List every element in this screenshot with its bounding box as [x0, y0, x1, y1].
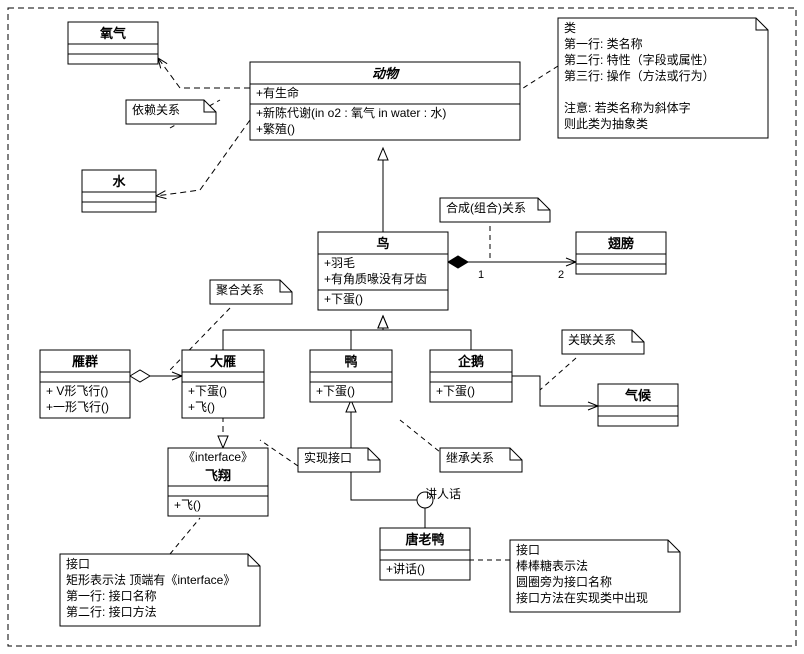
edge-animal-water	[156, 120, 250, 196]
svg-text:1: 1	[478, 269, 484, 281]
svg-text:+讲话(): +讲话()	[386, 561, 425, 576]
svg-text:接口: 接口	[66, 556, 90, 571]
svg-text:大雁: 大雁	[210, 354, 236, 369]
edge-penguin-climate	[512, 376, 598, 406]
svg-text:第二行: 特性（字段或属性）: 第二行: 特性（字段或属性）	[564, 52, 715, 67]
edge-flock-goose	[130, 370, 182, 382]
svg-text:水: 水	[112, 174, 126, 189]
note-assoc: 关联关系	[562, 330, 644, 354]
svg-text:接口: 接口	[516, 542, 540, 557]
svg-text:则此类为抽象类: 则此类为抽象类	[564, 117, 648, 131]
svg-text:第二行: 接口方法: 第二行: 接口方法	[66, 604, 157, 619]
svg-text:+新陈代谢(in o2 : 氧气 in water : 水: +新陈代谢(in o2 : 氧气 in water : 水)	[256, 105, 446, 120]
svg-text:继承关系: 继承关系	[446, 451, 494, 465]
svg-text:+飞(): +飞()	[188, 400, 215, 414]
svg-text:矩形表示法 顶端有《interface》: 矩形表示法 顶端有《interface》	[66, 573, 235, 587]
svg-text:氧气: 氧气	[99, 26, 126, 41]
svg-text:动物: 动物	[372, 66, 400, 81]
svg-text:第一行: 接口名称: 第一行: 接口名称	[66, 588, 157, 603]
svg-text:+下蛋(): +下蛋()	[324, 292, 363, 306]
svg-text:类: 类	[564, 21, 576, 35]
class-flock: 雁群 + V形飞行() +一形飞行()	[40, 350, 130, 418]
note-iface2: 接口棒棒糖表示法圆圈旁为接口名称接口方法在实现类中出现	[510, 540, 680, 612]
svg-text:企鹅: 企鹅	[457, 354, 484, 369]
note-agg: 聚合关系	[210, 280, 292, 304]
edge-penguin-bird	[383, 316, 471, 350]
note-link-assoc	[540, 358, 576, 390]
svg-text:+有生命: +有生命	[256, 85, 299, 100]
note-iface1: 接口矩形表示法 顶端有《interface》第一行: 接口名称第二行: 接口方法	[60, 554, 260, 626]
svg-text:+飞(): +飞()	[174, 498, 201, 512]
svg-text:接口方法在实现类中出现: 接口方法在实现类中出现	[516, 590, 648, 605]
class-bird: 鸟 +羽毛+有角质喙没有牙齿 +下蛋()	[318, 232, 448, 310]
class-animal: 动物 +有生命 +新陈代谢(in o2 : 氧气 in water : 水)+繁殖(…	[250, 62, 520, 140]
class-duck: 鸭 +下蛋()	[310, 350, 392, 402]
note-legend: 类第一行: 类名称第二行: 特性（字段或属性）第三行: 操作（方法或行为） 注意:…	[558, 18, 768, 138]
edge-duck-bird	[351, 316, 383, 350]
svg-text:第一行: 类名称: 第一行: 类名称	[564, 36, 643, 51]
svg-text:+繁殖(): +繁殖()	[256, 121, 295, 136]
class-oxygen: 氧气	[68, 22, 158, 64]
class-water: 水	[82, 170, 156, 212]
svg-text:注意: 若类名称为斜体字: 注意: 若类名称为斜体字	[564, 100, 691, 115]
class-penguin: 企鹅 +下蛋()	[430, 350, 512, 402]
class-climate: 气候	[598, 384, 678, 426]
svg-text:+ V形飞行(): + V形飞行()	[46, 384, 108, 398]
svg-text:翅膀: 翅膀	[607, 236, 634, 251]
svg-text:鸭: 鸭	[344, 354, 357, 369]
svg-text:讲人话: 讲人话	[425, 486, 461, 501]
svg-text:鸟: 鸟	[376, 236, 389, 251]
svg-text:圆圈旁为接口名称: 圆圈旁为接口名称	[516, 574, 612, 589]
note-impl: 实现接口	[298, 448, 380, 472]
svg-text:飞翔: 飞翔	[205, 468, 231, 483]
class-goose: 大雁 +下蛋() +飞()	[182, 350, 264, 418]
svg-text:+羽毛: +羽毛	[324, 256, 355, 270]
svg-text:2: 2	[558, 269, 564, 281]
svg-text:棒棒糖表示法: 棒棒糖表示法	[516, 558, 588, 573]
svg-text:依赖关系: 依赖关系	[132, 102, 180, 117]
class-wing: 翅膀	[576, 232, 666, 274]
svg-text:+一形飞行(): +一形飞行()	[46, 400, 109, 414]
note-dep: 依赖关系	[126, 100, 216, 124]
note-link-legend	[520, 66, 558, 90]
class-fly: 《interface》飞翔 +飞()	[168, 448, 268, 516]
lollipop-interface: 讲人话	[417, 486, 461, 528]
svg-text:+下蛋(): +下蛋()	[436, 384, 475, 398]
note-inherit: 继承关系	[440, 448, 522, 472]
svg-text:唐老鸭: 唐老鸭	[405, 532, 444, 547]
svg-text:关联关系: 关联关系	[568, 333, 616, 347]
svg-text:《interface》: 《interface》	[183, 450, 253, 464]
edge-bird-wing: 12	[448, 256, 576, 281]
uml-diagram: 12讲人话 氧气水动物+有生命+新陈代谢(in o2 : 氧气 in water…	[0, 0, 804, 654]
class-donald: 唐老鸭 +讲话()	[380, 528, 470, 580]
svg-text:+下蛋(): +下蛋()	[188, 384, 227, 398]
svg-text:聚合关系: 聚合关系	[216, 282, 264, 297]
svg-text:合成(组合)关系: 合成(组合)关系	[446, 200, 526, 215]
note-link-iface1	[170, 518, 200, 554]
svg-text:+有角质喙没有牙齿: +有角质喙没有牙齿	[324, 271, 427, 286]
svg-text:+下蛋(): +下蛋()	[316, 384, 355, 398]
svg-text:雁群: 雁群	[72, 354, 98, 369]
svg-text:实现接口: 实现接口	[304, 450, 352, 465]
note-comp: 合成(组合)关系	[440, 198, 550, 222]
svg-text:第三行: 操作（方法或行为）: 第三行: 操作（方法或行为）	[564, 68, 715, 83]
edge-animal-oxygen	[158, 58, 250, 88]
svg-text:气候: 气候	[625, 388, 652, 403]
edge-goose-bird	[223, 316, 383, 350]
